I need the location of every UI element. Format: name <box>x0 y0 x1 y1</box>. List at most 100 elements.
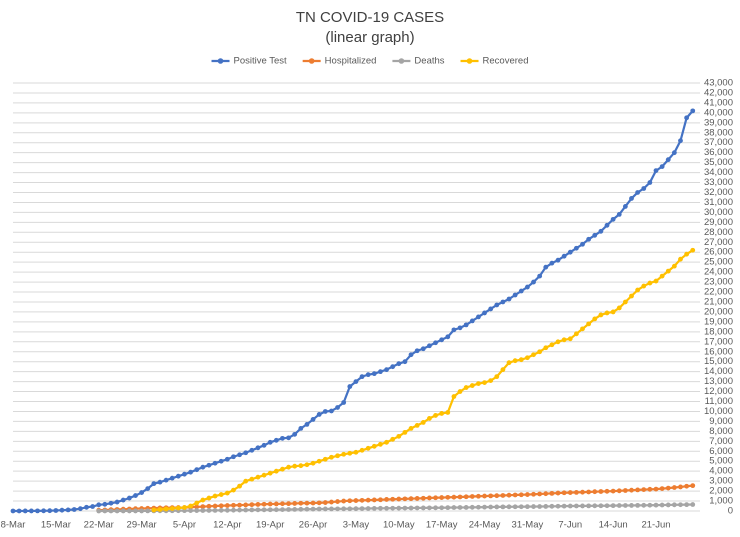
data-point <box>482 504 487 510</box>
data-point <box>580 503 585 509</box>
data-point <box>665 485 671 491</box>
data-point <box>567 336 573 342</box>
data-point <box>200 504 206 510</box>
data-point <box>445 494 451 500</box>
data-point <box>641 283 647 289</box>
y-tick-label: 28,000 <box>704 227 733 238</box>
data-point <box>678 502 683 508</box>
chart-title: TN COVID-19 CASES <box>296 9 444 26</box>
data-point <box>169 506 175 511</box>
legend-label: Deaths <box>414 56 444 67</box>
data-point <box>659 502 665 508</box>
data-point <box>580 326 585 332</box>
data-point <box>53 508 59 513</box>
data-point <box>598 503 604 509</box>
data-point <box>573 503 579 509</box>
data-point <box>635 190 641 195</box>
data-point <box>371 497 377 503</box>
data-point <box>525 355 530 361</box>
data-point <box>420 505 426 511</box>
data-point <box>653 278 659 284</box>
data-point <box>635 487 641 493</box>
data-point <box>353 498 359 503</box>
legend-label: Hospitalized <box>325 56 377 67</box>
data-point <box>561 503 567 509</box>
data-point <box>316 506 322 512</box>
data-point <box>427 495 432 501</box>
data-point <box>586 503 592 509</box>
y-tick-label: 24,000 <box>704 267 733 278</box>
data-point <box>329 408 334 414</box>
data-point <box>261 442 267 448</box>
legend-marker <box>398 58 405 64</box>
data-point <box>286 507 291 512</box>
data-point <box>549 342 555 348</box>
data-point <box>433 495 438 501</box>
data-point <box>96 502 102 508</box>
data-point <box>427 343 432 349</box>
data-point <box>359 374 365 380</box>
y-tick-label: 2,000 <box>709 486 733 497</box>
data-point <box>506 296 512 302</box>
data-point <box>231 502 236 508</box>
data-point <box>108 508 114 514</box>
data-point <box>592 489 598 495</box>
legend: Positive Test Hospitalized Deaths Recovered <box>211 56 528 67</box>
data-point <box>28 508 34 514</box>
data-point <box>616 488 622 494</box>
data-point <box>273 437 279 443</box>
data-point <box>647 502 653 508</box>
data-point <box>133 508 138 514</box>
data-point <box>573 245 579 251</box>
data-point <box>218 458 224 464</box>
data-point <box>365 445 371 451</box>
data-point <box>647 486 653 492</box>
data-point <box>371 371 377 377</box>
data-point <box>512 292 518 298</box>
x-tick-label: 8-Mar <box>1 520 26 531</box>
data-point <box>610 309 616 315</box>
y-tick-label: 30,000 <box>704 207 733 218</box>
data-point <box>353 449 359 455</box>
data-point <box>65 507 71 513</box>
data-point <box>47 508 53 514</box>
data-point <box>433 340 438 346</box>
y-tick-label: 21,000 <box>704 296 733 307</box>
data-point <box>604 488 610 494</box>
data-point <box>96 508 102 514</box>
data-point <box>506 492 512 498</box>
data-point <box>592 232 598 238</box>
data-point <box>120 508 126 514</box>
x-tick-label: 31-May <box>512 520 544 531</box>
data-point <box>298 500 304 506</box>
data-point <box>396 361 402 367</box>
data-point <box>365 372 371 378</box>
data-point <box>488 504 494 510</box>
data-point <box>384 497 389 502</box>
x-tick-label: 14-Jun <box>599 520 628 531</box>
data-point <box>304 462 310 468</box>
data-point <box>561 337 567 343</box>
data-point <box>635 287 641 293</box>
data-point <box>237 507 242 513</box>
data-point <box>347 498 353 504</box>
data-point <box>145 486 151 492</box>
data-point <box>292 463 298 469</box>
data-point <box>402 496 408 502</box>
x-tick-label: 3-May <box>343 520 370 531</box>
series-line <box>12 110 694 513</box>
data-point <box>641 186 647 191</box>
y-tick-label: 12,000 <box>704 386 733 397</box>
data-point <box>463 505 469 510</box>
data-point <box>212 503 218 509</box>
data-point <box>427 416 432 421</box>
legend-marker <box>217 58 224 64</box>
data-point <box>384 505 389 511</box>
data-point <box>175 505 181 511</box>
data-point <box>665 268 671 274</box>
data-point <box>261 501 267 507</box>
y-tick-label: 10,000 <box>704 406 733 417</box>
x-tick-label: 10-May <box>383 520 415 531</box>
y-tick-label: 33,000 <box>704 177 733 188</box>
data-point <box>555 490 561 496</box>
